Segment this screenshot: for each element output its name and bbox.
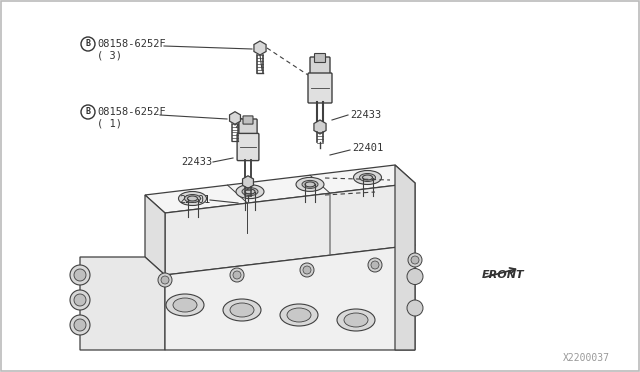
Text: X2200037: X2200037: [563, 353, 610, 363]
Polygon shape: [145, 195, 165, 275]
Circle shape: [303, 266, 311, 274]
Ellipse shape: [360, 173, 376, 182]
Circle shape: [161, 276, 169, 284]
Text: 08158-6252F: 08158-6252F: [97, 107, 166, 117]
Ellipse shape: [302, 180, 318, 188]
Ellipse shape: [344, 313, 368, 327]
Circle shape: [300, 263, 314, 277]
Ellipse shape: [179, 192, 207, 205]
Text: B: B: [86, 39, 90, 48]
Polygon shape: [145, 165, 415, 213]
Circle shape: [70, 265, 90, 285]
Ellipse shape: [236, 185, 264, 199]
Text: 22401: 22401: [352, 143, 383, 153]
Ellipse shape: [173, 298, 197, 312]
Polygon shape: [165, 245, 415, 350]
Circle shape: [74, 319, 86, 331]
Text: FRONT: FRONT: [482, 270, 525, 280]
Ellipse shape: [337, 309, 375, 331]
Polygon shape: [80, 257, 165, 350]
Circle shape: [407, 269, 423, 285]
Circle shape: [233, 271, 241, 279]
Polygon shape: [395, 165, 415, 350]
Ellipse shape: [305, 182, 315, 187]
Circle shape: [70, 315, 90, 335]
Ellipse shape: [230, 303, 254, 317]
FancyBboxPatch shape: [314, 54, 326, 62]
Circle shape: [368, 258, 382, 272]
Circle shape: [158, 273, 172, 287]
Text: ( 3): ( 3): [97, 50, 122, 60]
Ellipse shape: [362, 175, 372, 180]
Circle shape: [74, 269, 86, 281]
Text: 22433: 22433: [182, 157, 213, 167]
Ellipse shape: [353, 170, 381, 185]
FancyBboxPatch shape: [243, 116, 253, 124]
Circle shape: [371, 261, 379, 269]
Text: ( 1): ( 1): [97, 118, 122, 128]
FancyBboxPatch shape: [310, 57, 330, 75]
Ellipse shape: [166, 294, 204, 316]
Text: 22401: 22401: [179, 195, 210, 205]
Text: B: B: [86, 108, 90, 116]
Circle shape: [70, 290, 90, 310]
Circle shape: [411, 256, 419, 264]
Circle shape: [407, 300, 423, 316]
FancyBboxPatch shape: [239, 119, 257, 135]
Polygon shape: [165, 183, 415, 275]
Ellipse shape: [188, 196, 198, 201]
FancyBboxPatch shape: [308, 73, 332, 103]
Ellipse shape: [296, 177, 324, 192]
Ellipse shape: [245, 189, 255, 194]
Circle shape: [408, 253, 422, 267]
Ellipse shape: [242, 187, 258, 196]
Ellipse shape: [287, 308, 311, 322]
Circle shape: [74, 294, 86, 306]
Ellipse shape: [223, 299, 261, 321]
Circle shape: [230, 268, 244, 282]
Ellipse shape: [280, 304, 318, 326]
Text: 08158-6252F: 08158-6252F: [97, 39, 166, 49]
FancyBboxPatch shape: [237, 134, 259, 161]
Ellipse shape: [184, 195, 200, 202]
Text: 22433: 22433: [350, 110, 381, 120]
